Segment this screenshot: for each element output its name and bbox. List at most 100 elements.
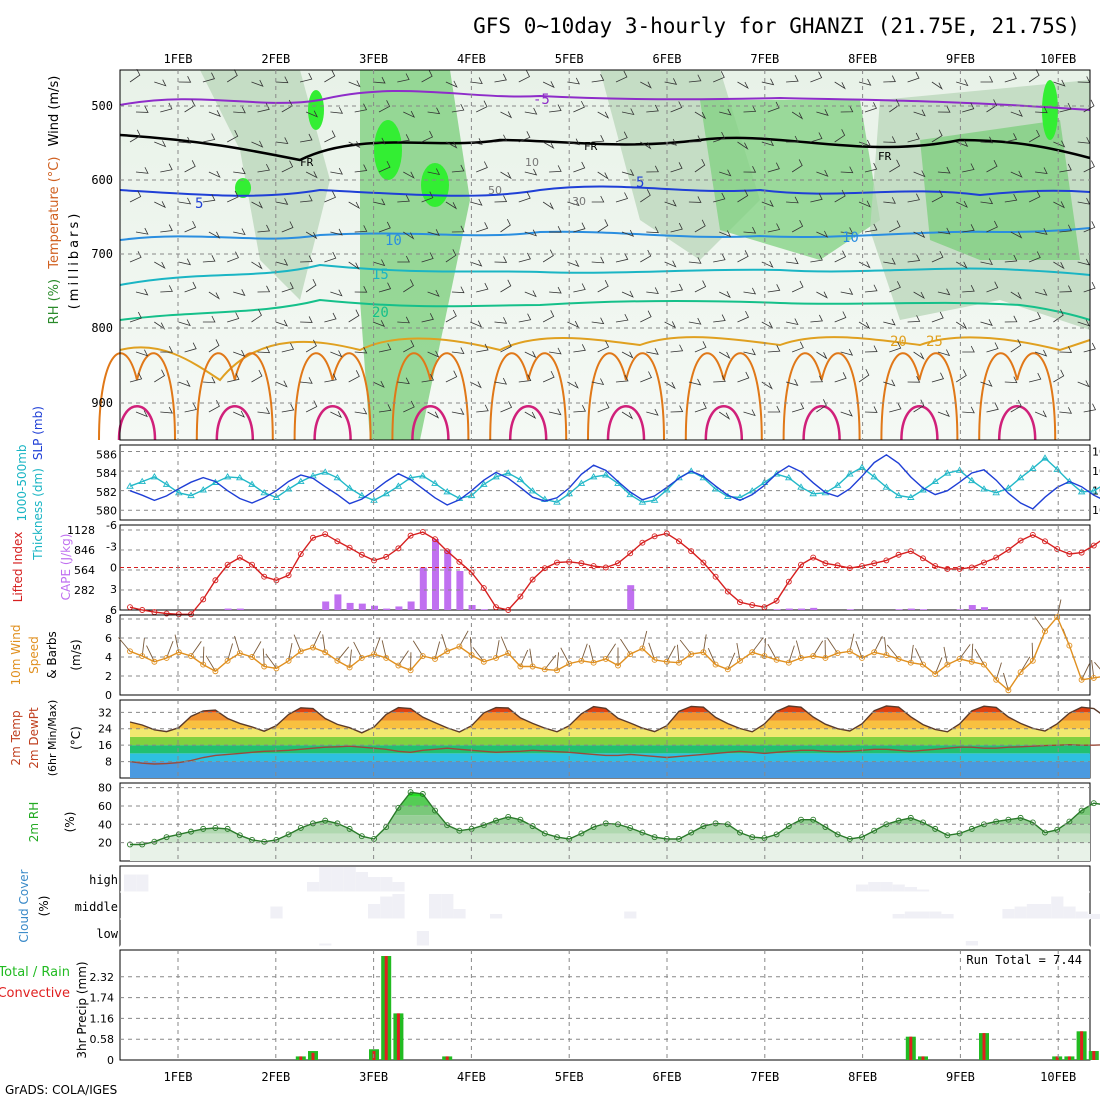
upper-wind-barb <box>986 220 998 233</box>
thickness-line-point <box>492 473 500 480</box>
upper-wind-barb <box>445 141 458 149</box>
upper-wind-barb <box>1059 224 1072 233</box>
upper-wind-barb <box>591 256 605 264</box>
rh-line-point <box>200 825 207 832</box>
upper-wind-barb <box>615 313 629 323</box>
upper-wind-barb <box>330 107 344 114</box>
slp-line <box>129 453 1100 510</box>
thickness-line-point <box>236 473 244 481</box>
upper-wind-barb <box>664 381 676 390</box>
upper-wind-barb <box>646 165 659 173</box>
upper-wind-barb <box>305 171 318 179</box>
upper-wind-barb <box>1083 342 1096 353</box>
upper-wind-barb <box>178 136 192 144</box>
lifted-index-line-point <box>212 577 219 584</box>
lifted-index-line-point <box>785 578 792 585</box>
upper-wind-barb <box>810 132 823 143</box>
upper-wind-barb <box>883 318 896 326</box>
rh-line-point <box>859 834 865 841</box>
wind-speed-line-point <box>834 650 841 657</box>
upper-wind-barb <box>640 249 652 263</box>
upper-wind-barb <box>1053 201 1065 209</box>
upper-wind-barb <box>1034 410 1047 418</box>
wind-barb <box>707 647 717 665</box>
lifted-index-line-point <box>615 560 621 567</box>
label-rh-30: 30 <box>572 195 586 208</box>
wind-speed-line-point <box>200 661 207 668</box>
upper-wind-barb <box>980 258 993 266</box>
isotherm-30 <box>684 352 763 441</box>
upper-wind-barb <box>621 169 635 176</box>
wind-speed-line-point <box>871 649 878 656</box>
temp-ylabel-1: 2m Temp <box>9 710 23 765</box>
label-5b: 5 <box>636 175 644 191</box>
rh-line-point <box>554 834 560 841</box>
rh-line-point <box>737 829 743 836</box>
upper-wind-barb <box>597 340 610 353</box>
cloud-cell <box>917 911 930 919</box>
upper-wind-barb <box>737 141 749 150</box>
upper-wind-barb <box>1034 349 1048 357</box>
wind-speed-line-point <box>895 655 902 662</box>
rh-units: (%) <box>63 812 77 833</box>
upper-wind-barb <box>257 407 271 414</box>
wind-barb <box>529 648 534 667</box>
thickness-line-point <box>821 488 830 496</box>
wind-barb <box>767 643 777 661</box>
rh-line-point <box>236 832 243 839</box>
upper-wind-barb <box>567 320 580 328</box>
wind-speed-line-point <box>883 652 890 659</box>
upper-wind-barb <box>1010 339 1022 353</box>
rh-line-point <box>602 820 609 827</box>
rh-line-point <box>1090 800 1097 807</box>
rh-line-point <box>127 841 133 848</box>
cape-bar <box>773 609 781 610</box>
upper-wind-barb <box>233 410 246 418</box>
lifted-index-line-point <box>1017 537 1024 544</box>
wind-barb <box>788 645 795 663</box>
upper-wind-barb <box>1083 403 1097 413</box>
upper-wind-barb <box>202 133 216 143</box>
upper-wind-barb <box>737 189 749 203</box>
upper-wind-barb <box>154 321 166 330</box>
wind-barb <box>337 646 350 662</box>
upper-wind-barb <box>646 226 659 234</box>
thickness-line-point <box>260 488 268 496</box>
upper-wind-barb <box>743 226 757 234</box>
cape-bar <box>334 594 342 610</box>
upper-wind-barb <box>573 283 586 293</box>
temp-band <box>130 753 1090 762</box>
upper-wind-barb <box>227 312 240 323</box>
upper-wind-barb <box>330 289 343 297</box>
upper-wind-barb <box>324 251 337 263</box>
isotherm-30 <box>978 352 1057 441</box>
upper-wind-barb <box>160 163 173 173</box>
rh-band <box>130 833 1090 843</box>
lifted-index-line-point <box>395 545 402 552</box>
upper-wind-barb <box>834 311 847 323</box>
wind-barb <box>288 643 293 661</box>
upper-wind-barb <box>257 103 270 113</box>
upper-wind-barb <box>889 220 901 233</box>
upper-wind-barb <box>330 167 343 175</box>
upper-wind-barb <box>549 408 562 416</box>
cloud-cell <box>892 914 905 919</box>
wind-speed-line-point <box>1029 657 1036 664</box>
cape-bar <box>920 609 927 610</box>
thickness-line-point <box>809 489 817 497</box>
wind-tick: 6 <box>105 632 112 645</box>
upper-wind-barb <box>907 193 920 203</box>
upper-wind-barb <box>743 166 757 173</box>
thickness-line-point <box>504 469 512 476</box>
lifted-index-line-point <box>871 560 878 567</box>
thickness-line-point <box>467 491 476 499</box>
upper-wind-barb <box>208 339 220 353</box>
upper-wind-barb <box>518 374 532 383</box>
rh-line-point <box>627 825 634 831</box>
upper-wind-barb <box>300 133 313 143</box>
upper-wind-barb <box>257 285 271 293</box>
wind-barb <box>472 647 485 663</box>
upper-wind-barb <box>397 73 410 83</box>
rh-line-point <box>261 838 268 845</box>
cloud-level-label: high <box>89 873 118 887</box>
